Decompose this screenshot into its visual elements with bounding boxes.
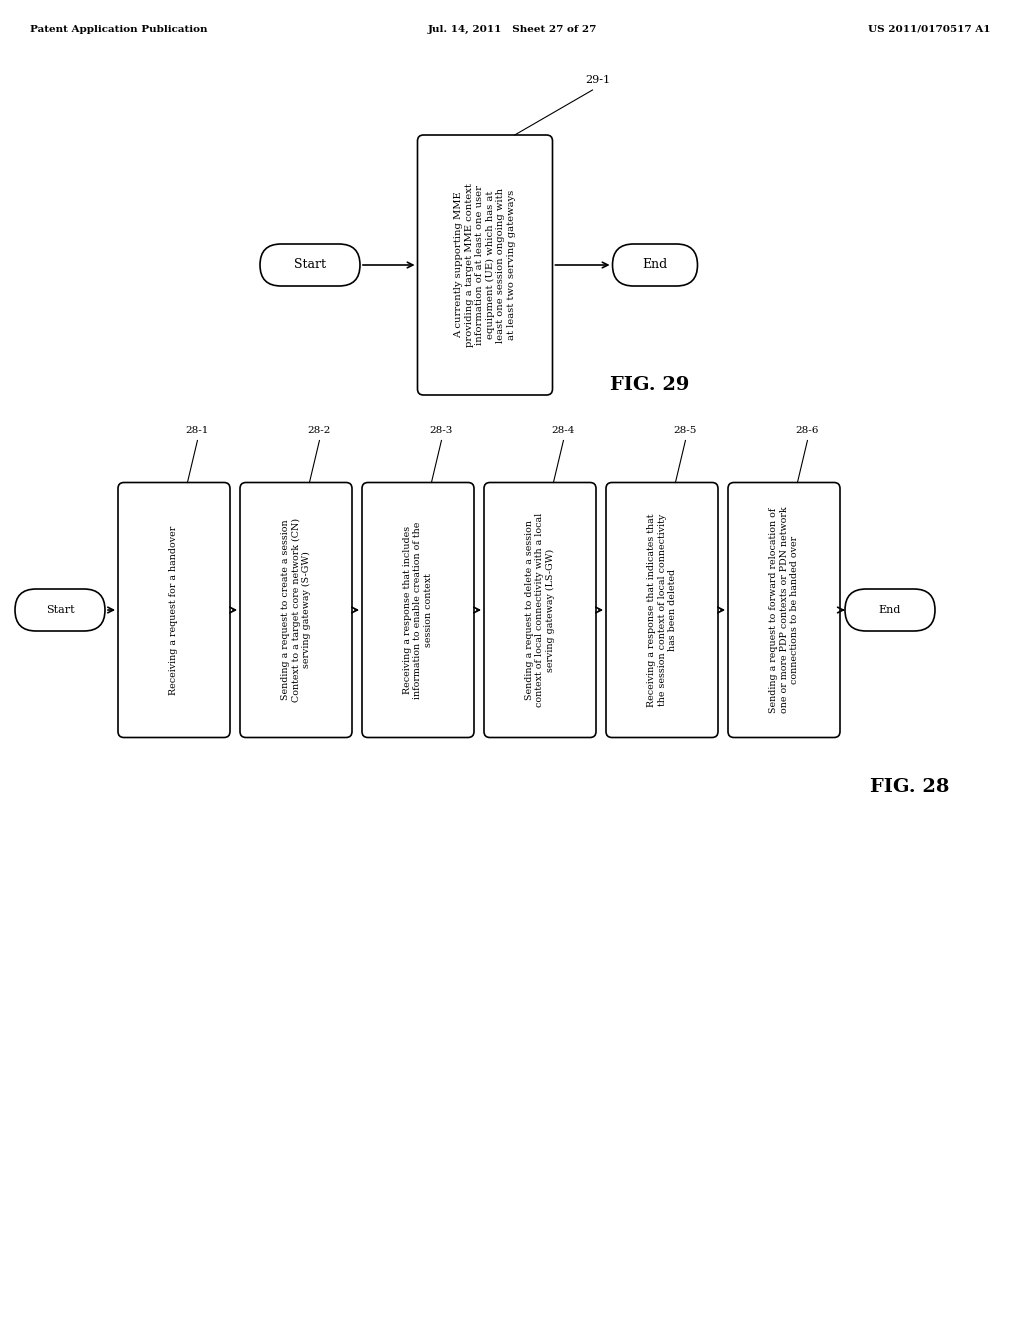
- Text: End: End: [642, 259, 668, 272]
- FancyBboxPatch shape: [606, 483, 718, 738]
- FancyBboxPatch shape: [260, 244, 360, 286]
- Text: Patent Application Publication: Patent Application Publication: [30, 25, 208, 34]
- Text: A currently supporting MME
providing a target MME context
information of at leas: A currently supporting MME providing a t…: [455, 183, 515, 347]
- Text: Receiving a request for a handover: Receiving a request for a handover: [170, 525, 178, 694]
- Text: 28-2: 28-2: [308, 426, 331, 436]
- Text: 28-3: 28-3: [430, 426, 454, 436]
- FancyBboxPatch shape: [240, 483, 352, 738]
- Text: Sending a request to create a session
Context to a target core network (CN)
serv: Sending a request to create a session Co…: [281, 517, 311, 702]
- Text: 28-1: 28-1: [185, 426, 209, 436]
- Text: 28-6: 28-6: [796, 426, 819, 436]
- Text: Start: Start: [294, 259, 326, 272]
- Text: End: End: [879, 605, 901, 615]
- Text: FIG. 28: FIG. 28: [870, 777, 949, 796]
- Text: Sending a request to forward relocation of
one or more PDP contexts or PDN netwo: Sending a request to forward relocation …: [769, 507, 799, 713]
- Text: 28-5: 28-5: [674, 426, 697, 436]
- Text: Receiving a response that indicates that
the session context of local connectivi: Receiving a response that indicates that…: [647, 513, 677, 706]
- FancyBboxPatch shape: [845, 589, 935, 631]
- Text: US 2011/0170517 A1: US 2011/0170517 A1: [867, 25, 990, 34]
- FancyBboxPatch shape: [118, 483, 230, 738]
- Text: Jul. 14, 2011   Sheet 27 of 27: Jul. 14, 2011 Sheet 27 of 27: [427, 25, 597, 34]
- Text: 29-1: 29-1: [585, 75, 610, 84]
- Text: Sending a request to delete a session
context of local connectivity with a local: Sending a request to delete a session co…: [525, 513, 555, 708]
- FancyBboxPatch shape: [612, 244, 697, 286]
- Text: FIG. 29: FIG. 29: [610, 376, 690, 393]
- Text: Start: Start: [46, 605, 75, 615]
- FancyBboxPatch shape: [484, 483, 596, 738]
- FancyBboxPatch shape: [362, 483, 474, 738]
- FancyBboxPatch shape: [418, 135, 553, 395]
- FancyBboxPatch shape: [728, 483, 840, 738]
- Text: Receiving a response that includes
information to enable creation of the
session: Receiving a response that includes infor…: [403, 521, 433, 698]
- Text: 28-4: 28-4: [552, 426, 575, 436]
- FancyBboxPatch shape: [15, 589, 105, 631]
